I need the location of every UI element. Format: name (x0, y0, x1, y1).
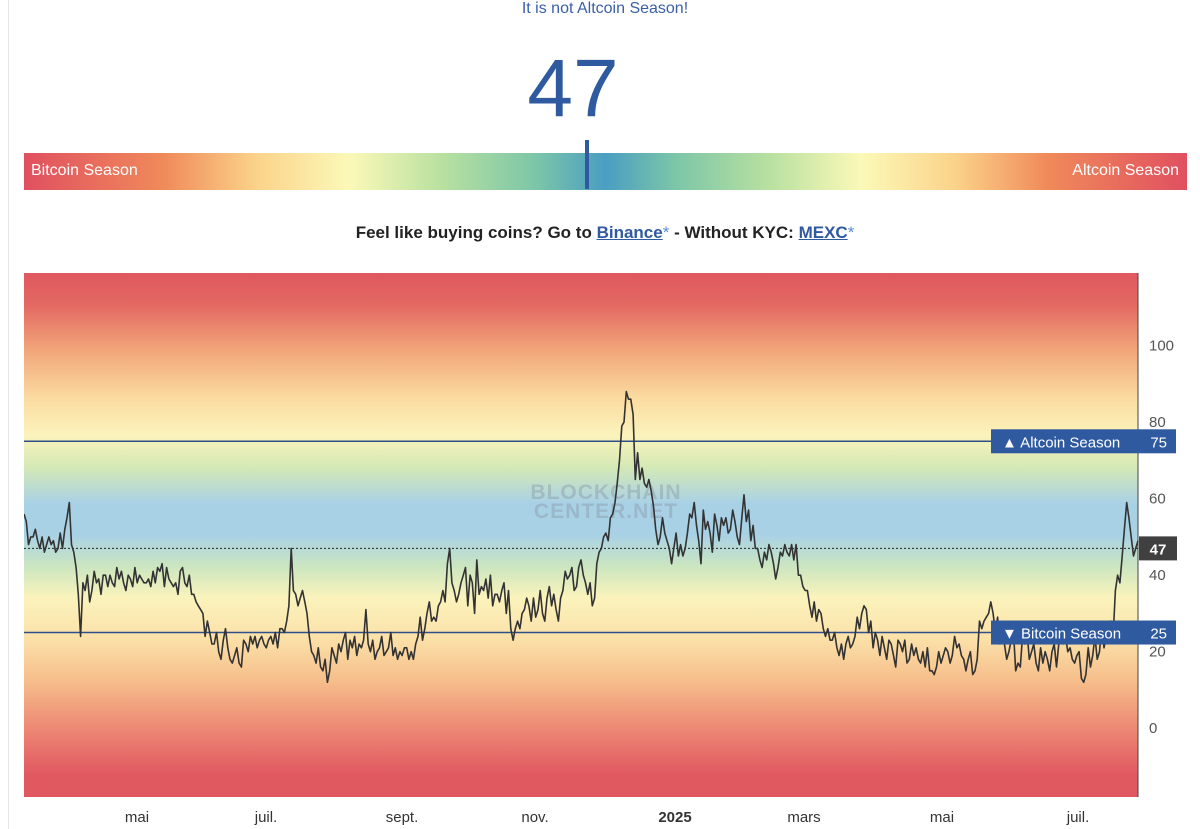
chart-watermark: CENTER.NET (534, 500, 678, 523)
page-left-border (8, 0, 9, 829)
current-value-badge-label: 47 (1150, 541, 1167, 558)
gauge-label-altcoin-season: Altcoin Season (1072, 162, 1179, 179)
gauge-label-bitcoin-season: Bitcoin Season (31, 162, 138, 179)
x-tick-label: juil. (1066, 809, 1090, 826)
season-gauge-bar: Bitcoin Season Altcoin Season (24, 140, 1187, 190)
y-tick-label: 20 (1149, 644, 1166, 661)
gauge-current-marker (584, 140, 589, 189)
binance-link[interactable]: Binance (596, 223, 663, 242)
binance-asterisk: * (662, 223, 670, 242)
altcoin-season-index-chart: 0 20 40 60 80 100 mai juil. sept. nov. 2025 mars mai… (24, 273, 1177, 826)
y-tick-label: 40 (1149, 567, 1166, 584)
y-tick-label: 60 (1149, 491, 1166, 508)
x-tick-label: sept. (386, 809, 419, 826)
reference-badge (991, 429, 1176, 454)
current-value-badge (1139, 536, 1177, 561)
reference-badge-label: ▼ Bitcoin Season (1002, 626, 1121, 643)
reference-badge-label: ▲ Altcoin Season (1002, 434, 1120, 451)
reference-badge (991, 620, 1176, 645)
promo-text-middle: - Without KYC: (674, 223, 794, 242)
mexc-asterisk: * (847, 223, 855, 242)
y-tick-label: 0 (1149, 720, 1157, 737)
x-tick-label: mai (930, 809, 954, 826)
mexc-link[interactable]: MEXC (798, 223, 848, 242)
altcoin-index-value: 47 (527, 43, 619, 134)
index-series-line (24, 390, 1139, 684)
y-tick-label: 100 (1149, 338, 1174, 355)
x-tick-label: juil. (254, 809, 278, 826)
chart-background-bands (24, 273, 1138, 797)
reference-badge-value: 25 (1150, 626, 1167, 643)
chart-watermark: BLOCKCHAIN (530, 481, 681, 504)
promo-text-prefix: Feel like buying coins? Go to (355, 223, 592, 242)
x-tick-label: mars (787, 809, 820, 826)
season-status-text: It is not Altcoin Season! (521, 0, 689, 17)
reference-badge-value: 75 (1150, 434, 1167, 451)
x-tick-label: nov. (521, 809, 548, 826)
y-tick-label: 80 (1149, 414, 1166, 431)
x-tick-label: 2025 (658, 809, 691, 826)
x-tick-label: mai (125, 809, 149, 826)
promo-line: Feel like buying coins? Go to Binance* -… (0, 222, 1200, 244)
